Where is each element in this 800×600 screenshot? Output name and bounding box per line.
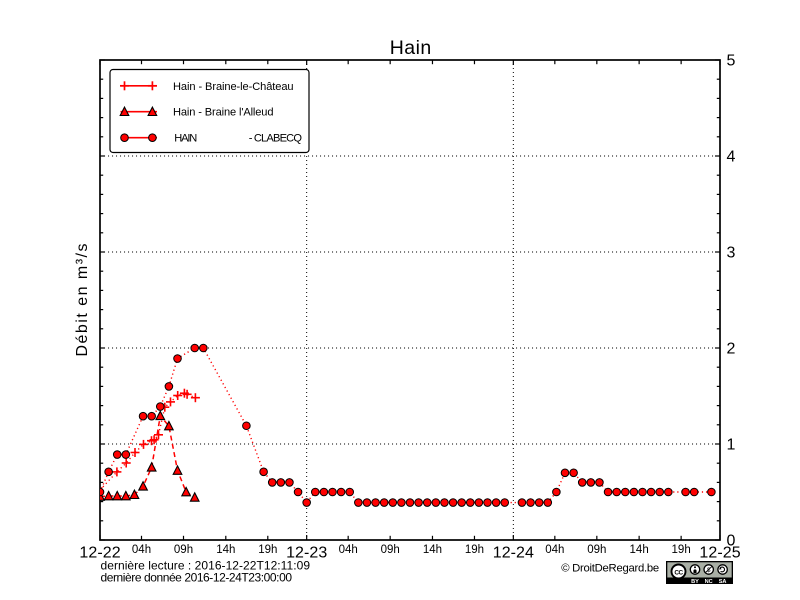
- svg-text:04h: 04h: [132, 544, 151, 556]
- svg-text:09h: 09h: [174, 544, 193, 556]
- svg-text:NC: NC: [705, 579, 713, 585]
- svg-text:- CLABECQ: - CLABECQ: [249, 133, 303, 145]
- svg-text:09h: 09h: [381, 544, 400, 556]
- svg-text:14h: 14h: [216, 544, 235, 556]
- svg-text:09h: 09h: [587, 544, 606, 556]
- svg-text:3: 3: [727, 245, 736, 262]
- svg-text:19h: 19h: [465, 544, 484, 556]
- svg-text:© DroitDeRegard.be: © DroitDeRegard.be: [561, 562, 659, 574]
- svg-text:CC: CC: [674, 569, 683, 576]
- svg-text:12-24: 12-24: [493, 545, 534, 562]
- svg-text:04h: 04h: [545, 544, 564, 556]
- svg-text:Hain - Braine-le-Château: Hain - Braine-le-Château: [173, 81, 294, 93]
- svg-text:5: 5: [727, 53, 736, 70]
- svg-text:19h: 19h: [258, 544, 277, 556]
- svg-text:Hain - Braine l'Alleud: Hain - Braine l'Alleud: [173, 107, 274, 119]
- svg-text:19h: 19h: [672, 544, 691, 556]
- svg-text:Débit en m³/s: Débit en m³/s: [74, 244, 91, 357]
- svg-text:12-25: 12-25: [699, 545, 740, 562]
- svg-text:12-22: 12-22: [79, 545, 120, 562]
- svg-text:$: $: [707, 567, 711, 574]
- svg-text:BY: BY: [691, 579, 699, 585]
- svg-text:14h: 14h: [630, 544, 649, 556]
- svg-text:12-23: 12-23: [286, 545, 327, 562]
- svg-text:0: 0: [727, 533, 736, 550]
- svg-text:HAIN: HAIN: [174, 133, 197, 145]
- svg-text:SA: SA: [719, 579, 727, 585]
- svg-text:Hain: Hain: [390, 37, 432, 59]
- svg-text:2: 2: [727, 341, 736, 358]
- svg-text:dernière lecture : 2016-12-22T: dernière lecture : 2016-12-22T12:11:09: [101, 559, 311, 573]
- svg-text:1: 1: [727, 437, 736, 454]
- svg-text:04h: 04h: [339, 544, 358, 556]
- svg-text:dernière donnée 2016-12-24T23: dernière donnée 2016-12-24T23:00:00: [101, 571, 293, 585]
- svg-text:14h: 14h: [423, 544, 442, 556]
- svg-text:4: 4: [727, 149, 736, 166]
